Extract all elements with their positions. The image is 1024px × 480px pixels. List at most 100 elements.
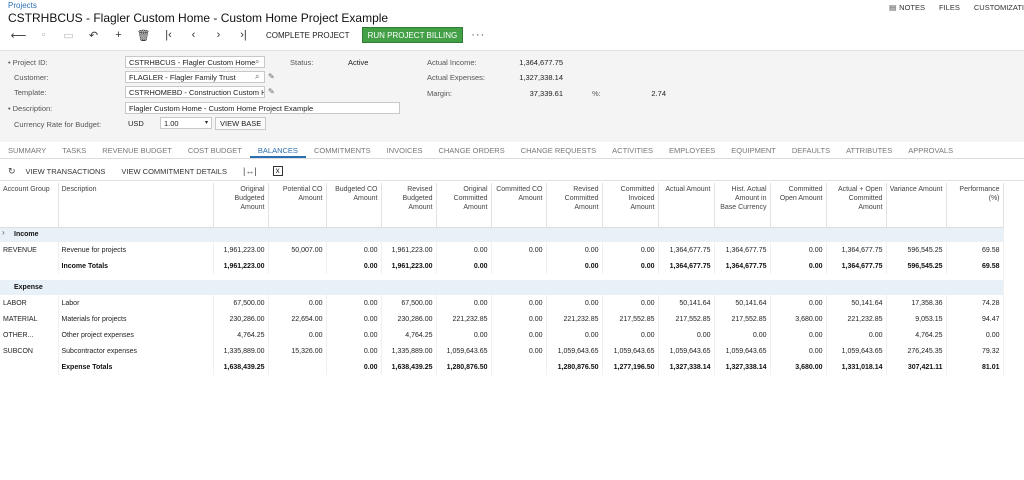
last-record-icon[interactable]: ›| xyxy=(240,29,247,41)
refresh-icon[interactable]: ↻ xyxy=(8,165,16,176)
totals-row[interactable]: Income Totals 1,961,223.00 0.00 1,961,223.0… xyxy=(0,258,1004,274)
table-cell[interactable]: MATERIAL xyxy=(0,311,59,327)
table-cell: 1,638,439.25 xyxy=(381,359,437,375)
table-cell[interactable]: SUBCON xyxy=(0,343,59,359)
complete-project-button[interactable]: COMPLETE PROJECT xyxy=(266,30,350,40)
row-selector-icon[interactable]: › xyxy=(2,228,5,237)
save-close-icon[interactable]: ▭ xyxy=(63,29,74,42)
search-icon[interactable]: ⌕ xyxy=(255,57,260,66)
column-header[interactable]: Account Group xyxy=(0,183,59,228)
totals-row[interactable]: Expense Totals 1,638,439.25 0.00 1,638,439.… xyxy=(0,359,1004,375)
tab-change-requests[interactable]: CHANGE REQUESTS xyxy=(520,146,597,155)
fit-columns-icon[interactable]: |↔| xyxy=(242,166,257,176)
table-row[interactable]: LABOR Labor 67,500.00 0.00 0.00 67,500.00 0.00… xyxy=(0,295,1004,311)
table-cell[interactable]: REVENUE xyxy=(0,242,59,258)
column-header[interactable]: Budgeted CO Amount xyxy=(326,183,382,228)
add-icon[interactable]: + xyxy=(115,29,122,41)
run-project-billing-button[interactable]: RUN PROJECT BILLING xyxy=(361,27,464,43)
column-header[interactable]: Hist. Actual Amount in Base Currency xyxy=(714,183,771,228)
table-cell: 1,364,677.75 xyxy=(714,258,771,274)
tab-activities[interactable]: ACTIVITIES xyxy=(612,146,653,155)
table-cell: 221,232.85 xyxy=(826,311,887,327)
template-field[interactable]: CSTRHOMEBD - Construction Custom H xyxy=(125,86,265,98)
table-cell: 1,277,196.50 xyxy=(602,359,659,375)
table-cell[interactable]: OTHER... xyxy=(0,327,59,343)
view-commitment-details-button[interactable]: VIEW COMMITMENT DETAILS xyxy=(121,166,227,176)
table-cell[interactable] xyxy=(0,258,59,274)
table-cell: 0.00 xyxy=(326,295,382,311)
table-row[interactable]: REVENUE Revenue for projects 1,961,223.00 5… xyxy=(0,242,1004,258)
description-label: • Description: xyxy=(8,104,53,113)
column-header[interactable]: Original Committed Amount xyxy=(436,183,492,228)
table-cell: 0.00 xyxy=(826,327,887,343)
export-excel-icon[interactable]: x xyxy=(272,166,283,176)
tab-revenue-budget[interactable]: REVENUE BUDGET xyxy=(102,146,172,155)
back-icon[interactable]: ⟵ xyxy=(10,29,27,42)
view-transactions-button[interactable]: VIEW TRANSACTIONS xyxy=(25,166,106,176)
save-icon[interactable]: ▫ xyxy=(41,29,46,41)
column-header[interactable]: Potential CO Amount xyxy=(268,183,327,228)
table-cell: 4,764.25 xyxy=(381,327,437,343)
column-header[interactable]: Actual Amount xyxy=(658,183,715,228)
column-header[interactable]: Performance (%) xyxy=(946,183,1004,228)
customer-field[interactable]: FLAGLER - Flagler Family Trust xyxy=(125,71,265,83)
table-cell: 94.47 xyxy=(946,311,1004,327)
tab-invoices[interactable]: INVOICES xyxy=(386,146,423,155)
table-cell: 0.00 xyxy=(491,311,547,327)
next-record-icon[interactable]: › xyxy=(216,29,221,41)
tab-approvals[interactable]: APPROVALS xyxy=(908,146,954,155)
description-field[interactable]: Flagler Custom Home - Custom Home Projec… xyxy=(125,102,400,114)
column-header[interactable]: Description xyxy=(58,183,214,228)
table-cell[interactable] xyxy=(0,359,59,375)
delete-icon[interactable]: 🗑 xyxy=(136,29,151,42)
tab-attributes[interactable]: ATTRIBUTES xyxy=(846,146,893,155)
column-header[interactable]: Committed CO Amount xyxy=(491,183,547,228)
table-cell[interactable]: LABOR xyxy=(0,295,59,311)
edit-icon[interactable]: ✎ xyxy=(268,87,275,96)
tab-cost-budget[interactable]: COST BUDGET xyxy=(187,146,242,155)
rate-field[interactable]: 1.00 ▾ xyxy=(160,117,212,129)
column-header[interactable]: Actual + Open Committed Amount xyxy=(826,183,887,228)
table-cell: 1,327,338.14 xyxy=(714,359,771,375)
table-cell: 0.00 xyxy=(714,327,771,343)
column-header[interactable]: Committed Open Amount xyxy=(770,183,827,228)
status-value[interactable]: Active xyxy=(348,58,369,67)
table-cell: 1,059,643.65 xyxy=(546,343,603,359)
table-row[interactable]: SUBCON Subcontractor expenses 1,335,889.00… xyxy=(0,343,1004,359)
tab-change-orders[interactable]: CHANGE ORDERS xyxy=(438,146,505,155)
column-header[interactable]: Revised Budgeted Amount xyxy=(381,183,437,228)
breadcrumb[interactable]: Projects xyxy=(8,1,37,10)
column-header[interactable]: Revised Committed Amount xyxy=(546,183,603,228)
tab-equipment[interactable]: EQUIPMENT xyxy=(731,146,776,155)
column-header[interactable]: Committed Invoiced Amount xyxy=(602,183,659,228)
tab-tasks[interactable]: TASKS xyxy=(62,146,87,155)
column-header[interactable]: Original Budgeted Amount xyxy=(213,183,269,228)
table-cell: 230,286.00 xyxy=(213,311,269,327)
edit-icon[interactable]: ✎ xyxy=(268,72,275,81)
table-cell: 9,053.15 xyxy=(886,311,947,327)
table-row[interactable]: MATERIAL Materials for projects 230,286.00… xyxy=(0,311,1004,327)
table-cell: 1,059,643.65 xyxy=(826,343,887,359)
undo-icon[interactable]: ↶ xyxy=(88,29,99,42)
table-row[interactable]: OTHER... Other project expenses 4,764.25 0.… xyxy=(0,327,1004,343)
column-header[interactable]: Variance Amount xyxy=(886,183,947,228)
first-record-icon[interactable]: |‹ xyxy=(165,29,172,41)
group-row[interactable]: Expense xyxy=(0,280,1004,295)
customization-link[interactable]: CUSTOMIZATI xyxy=(974,3,1024,12)
currency-field[interactable]: USD xyxy=(128,119,144,128)
previous-record-icon[interactable]: ‹ xyxy=(191,29,196,41)
table-cell: 0.00 xyxy=(436,242,492,258)
project-id-field[interactable]: CSTRHBCUS - Flagler Custom Home xyxy=(125,56,265,68)
customer-label: Customer: xyxy=(14,73,49,82)
group-row[interactable]: Income xyxy=(0,227,1004,242)
tab-employees[interactable]: EMPLOYEES xyxy=(669,146,716,155)
files-link[interactable]: FILES xyxy=(939,3,960,12)
notes-link[interactable]: ▤ NOTES xyxy=(889,3,925,12)
tab-commitments[interactable]: COMMITMENTS xyxy=(313,146,371,155)
tab-balances[interactable]: BALANCES xyxy=(249,145,306,158)
tab-defaults[interactable]: DEFAULTS xyxy=(791,146,831,155)
view-base-button[interactable]: VIEW BASE xyxy=(215,117,267,130)
search-icon[interactable]: ⌕ xyxy=(255,72,260,81)
tab-summary[interactable]: SUMMARY xyxy=(8,146,47,155)
more-actions-icon[interactable]: ··· xyxy=(471,29,486,41)
